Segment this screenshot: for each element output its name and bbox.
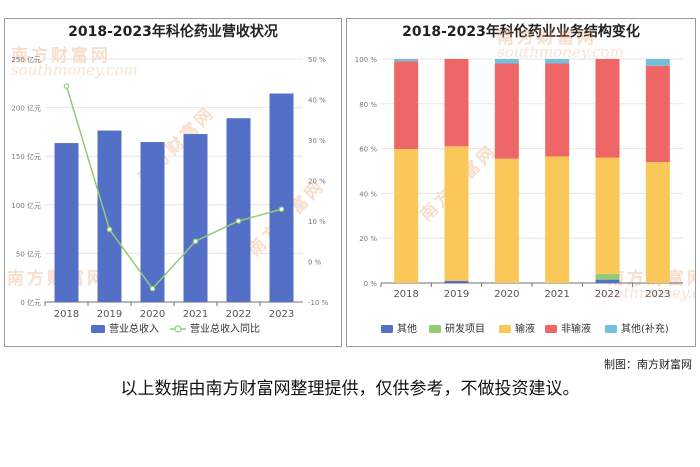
y-right-tick-label: 10 %: [308, 218, 326, 226]
legend-label-3: 非输液: [561, 322, 591, 335]
y-left-tick-label: 100 亿元: [11, 201, 41, 210]
stack-segment-2018-2: [394, 149, 419, 283]
x-tick-label: 2023: [645, 289, 670, 300]
stack-segment-2019-0: [444, 280, 469, 283]
stack-segment-2019-2: [444, 146, 469, 281]
x-tick-label: 2022: [595, 289, 620, 300]
legend-swatch-bar: [91, 325, 105, 333]
y-left-tick-label: 200 亿元: [11, 104, 41, 113]
revenue-bar-2023: [269, 93, 294, 302]
revenue-bar-2021: [183, 134, 208, 302]
legend-label-0: 其他: [397, 322, 417, 335]
legend-label-bar: 营业总收入: [109, 322, 159, 335]
y-left-tick-label: 250 亿元: [11, 55, 41, 64]
revenue-bar-2018: [54, 143, 79, 302]
revenue-chart: 0 亿元 50 亿元 100 亿元 150 亿元 200 亿元 250 亿元 -10 % 0 …: [11, 55, 329, 335]
x-tick-label: 2021: [544, 289, 569, 300]
y-right-tick-label: 0 %: [308, 259, 322, 267]
stack-segment-2023-3: [645, 65, 670, 163]
legend-swatch-0: [381, 325, 393, 333]
x-tick-label: 2020: [494, 289, 519, 300]
y-left-tick-label: 150 亿元: [11, 152, 41, 161]
stack-segment-2020-2: [494, 158, 519, 283]
y-tick-label: 20 %: [359, 235, 377, 243]
revenue-chart-panel: 2018-2023年科伦药业营收状况 南方财富网 southmoney.com …: [4, 18, 342, 347]
legend-label-1: 研发项目: [445, 322, 485, 335]
chart-credit: 制图：南方财富网: [604, 358, 692, 371]
y-right-tick-label: 50 %: [308, 56, 326, 64]
y-tick-label: 100 %: [355, 56, 378, 64]
stack-segment-2023-2: [645, 162, 670, 283]
disclaimer-text: 以上数据由南方财富网整理提供，仅供参考，不做投资建议。: [120, 379, 580, 399]
stack-segment-2022-1: [595, 274, 620, 280]
y-tick-label: 0 %: [364, 280, 378, 288]
yoy-point-2020: [149, 285, 156, 292]
x-tick-label: 2018: [393, 289, 418, 300]
yoy-point-2018: [63, 83, 70, 89]
legend-swatch-2: [499, 325, 511, 333]
yoy-point-2021: [192, 238, 199, 245]
legend-swatch-4: [605, 325, 617, 333]
structure-chart-title: 2018-2023年科伦药业业务结构变化: [402, 24, 640, 40]
stack-segment-2021-4: [545, 59, 570, 64]
revenue-bar-2020: [140, 142, 165, 302]
x-tick-label: 2021: [183, 309, 208, 320]
structure-chart: 0 % 20 % 40 % 60 % 80 % 100 % 2018 2019 2020 2021…: [355, 56, 683, 335]
stack-segment-2018-3: [394, 61, 419, 150]
y-right-tick-label: -10 %: [308, 299, 329, 307]
x-tick-label: 2019: [97, 309, 122, 320]
y-tick-label: 40 %: [359, 190, 377, 198]
stack-segment-2019-3: [444, 59, 469, 147]
stack-segment-2020-3: [494, 63, 519, 159]
y-right-tick-label: 40 %: [308, 97, 326, 105]
stack-segment-2022-0: [595, 279, 620, 283]
yoy-point-2023: [278, 206, 285, 213]
structure-chart-panel: 2018-2023年科伦药业业务结构变化 南方财富网 southmoney.co…: [346, 18, 696, 347]
x-tick-label: 2019: [444, 289, 469, 300]
legend-swatch-line-marker: [174, 325, 182, 333]
x-tick-label: 2023: [269, 309, 294, 320]
stack-segment-2022-2: [595, 157, 620, 275]
stack-segment-2018-4: [394, 59, 419, 62]
legend-label-line: 营业总收入同比: [190, 322, 260, 335]
y-tick-label: 60 %: [359, 146, 377, 154]
y-left-tick-label: 0 亿元: [20, 298, 41, 307]
legend-swatch-3: [545, 325, 557, 333]
legend-swatch-1: [429, 325, 441, 333]
legend-label-2: 输液: [515, 322, 535, 335]
y-right-tick-label: 20 %: [308, 178, 326, 186]
yoy-growth-line: [65, 85, 282, 290]
stack-segment-2023-4: [645, 59, 670, 66]
stack-segment-2022-3: [595, 59, 620, 158]
yoy-point-2019: [106, 226, 113, 233]
y-right-tick-label: 30 %: [308, 137, 326, 145]
y-left-tick-label: 50 亿元: [16, 249, 41, 258]
yoy-point-2022: [235, 218, 242, 224]
stack-segment-2021-3: [545, 63, 570, 157]
legend-label-4: 其他(补充): [621, 322, 669, 335]
revenue-bar-2022: [226, 118, 251, 303]
x-tick-label: 2022: [226, 309, 251, 320]
x-tick-label: 2018: [54, 309, 79, 320]
stack-segment-2021-2: [545, 156, 570, 283]
x-tick-label: 2020: [140, 309, 165, 320]
revenue-bar-2019: [97, 130, 122, 302]
y-tick-label: 80 %: [359, 101, 377, 109]
revenue-chart-title: 2018-2023年科伦药业营收状况: [68, 24, 278, 40]
stack-segment-2020-4: [494, 59, 519, 64]
